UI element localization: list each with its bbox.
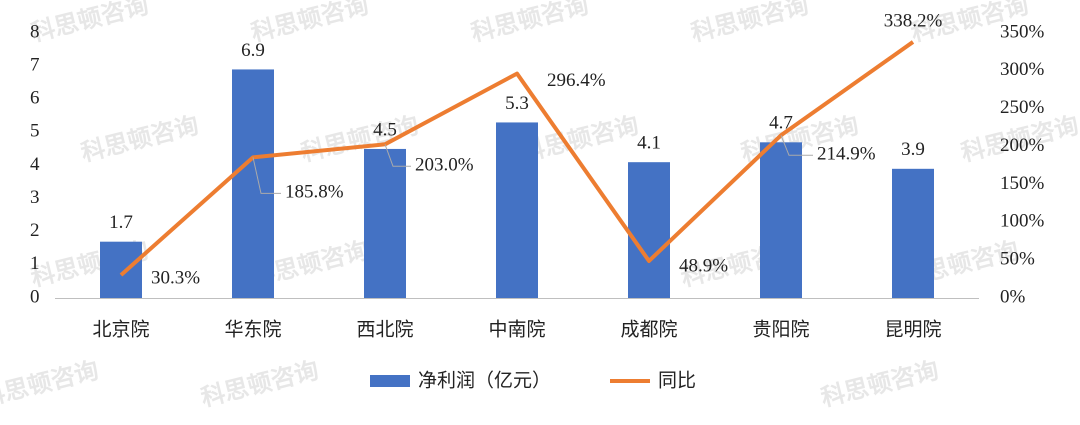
data-label: 4.5 bbox=[373, 119, 397, 140]
watermark: 科思顿咨询 bbox=[688, 0, 811, 47]
data-label: 338.2% bbox=[884, 10, 943, 31]
data-label: 1.7 bbox=[109, 212, 133, 233]
bar bbox=[496, 122, 538, 298]
x-tick-label: 贵阳院 bbox=[752, 319, 809, 341]
data-label: 203.0% bbox=[415, 155, 474, 176]
leader-line bbox=[252, 157, 281, 194]
data-label: 214.9% bbox=[817, 144, 876, 165]
y2-tick-label: 300% bbox=[1000, 59, 1045, 80]
watermark: 科思顿咨询 bbox=[0, 356, 101, 412]
bar bbox=[232, 69, 274, 298]
data-label: 5.3 bbox=[505, 93, 529, 114]
y2-tick-label: 0% bbox=[1000, 286, 1026, 307]
leader-line bbox=[384, 144, 411, 167]
y-tick-label: 8 bbox=[30, 21, 40, 42]
legend-label: 同比 bbox=[658, 370, 696, 392]
data-label: 3.9 bbox=[901, 139, 925, 160]
x-tick-label: 昆明院 bbox=[884, 319, 941, 341]
watermark: 科思顿咨询 bbox=[198, 356, 321, 412]
y2-tick-label: 200% bbox=[1000, 135, 1045, 156]
legend-swatch bbox=[370, 375, 410, 387]
y-tick-label: 1 bbox=[30, 253, 40, 274]
y-tick-label: 4 bbox=[30, 154, 40, 175]
x-tick-label: 西北院 bbox=[356, 319, 413, 341]
watermark: 科思顿咨询 bbox=[248, 0, 371, 47]
data-label: 48.9% bbox=[679, 255, 728, 276]
bar bbox=[892, 168, 934, 298]
x-tick-label: 成都院 bbox=[620, 319, 677, 341]
data-label: 30.3% bbox=[151, 267, 200, 288]
watermark: 科思顿咨询 bbox=[818, 356, 941, 412]
y2-tick-label: 50% bbox=[1000, 249, 1035, 270]
y-tick-label: 2 bbox=[30, 220, 40, 241]
data-label: 4.1 bbox=[637, 133, 661, 154]
data-label: 296.4% bbox=[547, 70, 606, 91]
y-tick-label: 5 bbox=[30, 121, 40, 142]
y2-tick-label: 100% bbox=[1000, 211, 1045, 232]
data-label: 4.7 bbox=[769, 113, 793, 134]
bar bbox=[628, 162, 670, 298]
y2-tick-label: 350% bbox=[1000, 21, 1045, 42]
x-tick-label: 华东院 bbox=[224, 319, 281, 341]
x-tick-label: 中南院 bbox=[488, 319, 545, 341]
data-label: 6.9 bbox=[241, 40, 265, 61]
data-label: 185.8% bbox=[285, 182, 344, 203]
watermark: 科思顿咨询 bbox=[78, 111, 201, 167]
y2-tick-label: 250% bbox=[1000, 97, 1045, 118]
bar bbox=[760, 142, 802, 298]
y-tick-label: 3 bbox=[30, 187, 40, 208]
watermark: 科思顿咨询 bbox=[468, 0, 591, 47]
legend-label: 净利润（亿元） bbox=[418, 370, 551, 392]
x-tick-label: 北京院 bbox=[92, 319, 149, 341]
y2-tick-label: 150% bbox=[1000, 173, 1045, 194]
watermark: 科思顿咨询 bbox=[28, 0, 151, 47]
y-tick-label: 6 bbox=[30, 88, 40, 109]
bar bbox=[100, 241, 142, 298]
y-tick-label: 7 bbox=[30, 54, 40, 75]
y-tick-label: 0 bbox=[30, 286, 40, 307]
bar bbox=[364, 148, 406, 298]
leader-line bbox=[780, 135, 813, 156]
